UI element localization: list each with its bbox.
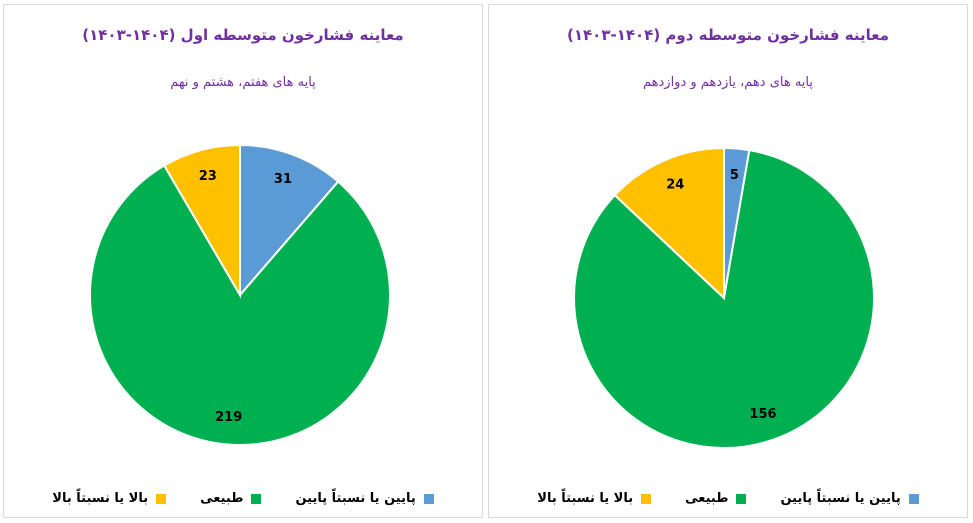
legend-label-normal: طبیعی [200,491,244,506]
legend-label-normal: طبیعی [685,491,729,506]
pie-slice-low [239,143,340,298]
data-label-high: 23 [199,169,217,184]
data-label-normal: 156 [749,407,776,422]
pie-slice-high [162,143,241,299]
pie-chart: 31 219 23 [89,143,391,446]
chart-legend: پایین یا نسبتاً پایین طبیعی بالا یا نسبت… [4,491,482,506]
chart-panel-middle-school-2: معاینه فشارخون متوسطه دوم (۱۴۰۴-۱۴۰۳) پا… [488,4,968,518]
pie-slice-high [613,146,725,301]
legend-swatch-normal [251,493,262,504]
data-label-low: 31 [274,172,292,187]
chart-title: معاینه فشارخون متوسطه اول (۱۴۰۴-۱۴۰۳) [82,26,404,44]
legend-item-low: پایین یا نسبتاً پایین [780,491,919,506]
chart-subtitle: پایه های هفتم، هشتم و نهم [170,75,316,90]
chart-legend: پایین یا نسبتاً پایین طبیعی بالا یا نسبت… [489,491,967,506]
legend-item-high: بالا یا نسبتاً بالا [52,491,167,506]
legend-item-normal: طبیعی [200,491,262,506]
data-label-high: 24 [666,178,684,193]
legend-label-low: پایین یا نسبتاً پایین [295,491,416,506]
legend-swatch-high [641,493,652,504]
chart-subtitle: پایه های دهم، یازدهم و دوازدهم [643,75,813,90]
legend-item-low: پایین یا نسبتاً پایین [295,491,434,506]
chart-panel-middle-school-1: معاینه فشارخون متوسطه اول (۱۴۰۴-۱۴۰۳) پا… [3,4,483,518]
data-label-low: 5 [730,168,739,183]
chart-title: معاینه فشارخون متوسطه دوم (۱۴۰۴-۱۴۰۳) [567,26,889,44]
legend-swatch-normal [736,493,747,504]
pie-chart: 5 156 24 [573,146,875,449]
legend-item-high: بالا یا نسبتاً بالا [537,491,652,506]
data-label-normal: 219 [215,410,242,425]
legend-swatch-high [156,493,167,504]
pie-slice-normal [89,164,391,446]
legend-label-high: بالا یا نسبتاً بالا [537,491,634,506]
legend-label-high: بالا یا نسبتاً بالا [52,491,149,506]
legend-swatch-low [423,493,434,504]
legend-swatch-low [908,493,919,504]
legend-label-low: پایین یا نسبتاً پایین [780,491,901,506]
legend-item-normal: طبیعی [685,491,747,506]
